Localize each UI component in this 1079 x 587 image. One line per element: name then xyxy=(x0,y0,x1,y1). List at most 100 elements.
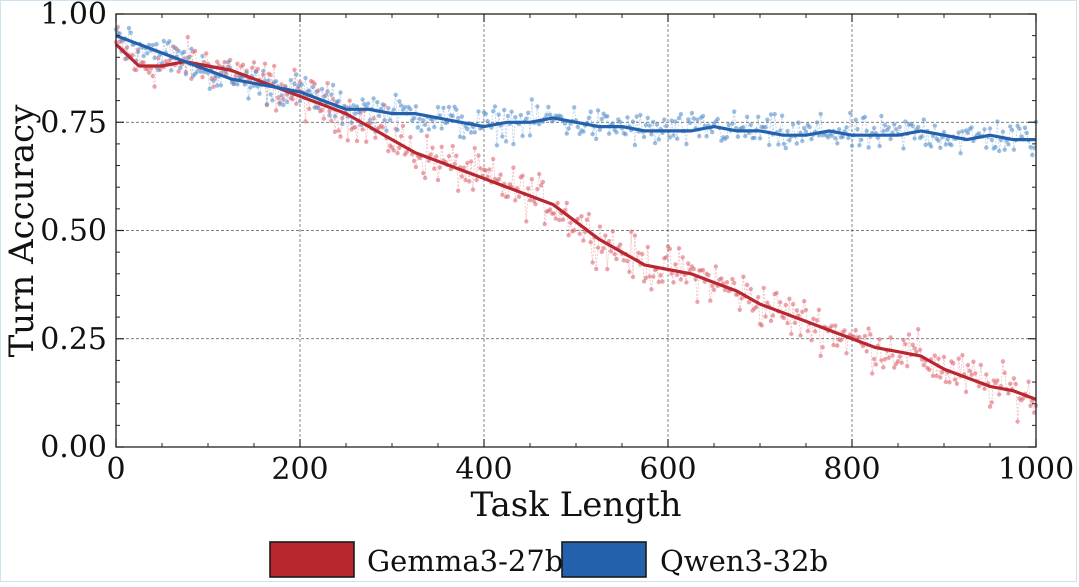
raw-point xyxy=(949,143,953,147)
raw-point xyxy=(467,179,471,183)
raw-point xyxy=(473,146,477,150)
raw-point xyxy=(268,92,272,96)
raw-point xyxy=(769,319,773,323)
raw-point xyxy=(200,54,204,58)
raw-point xyxy=(546,105,550,109)
raw-point xyxy=(600,117,604,121)
raw-point xyxy=(668,247,672,251)
raw-point xyxy=(541,180,545,184)
raw-point xyxy=(842,328,846,332)
raw-point xyxy=(465,127,469,131)
y-tick-label: 1.00 xyxy=(40,1,107,32)
raw-point xyxy=(274,108,278,112)
raw-point xyxy=(381,102,385,106)
raw-point xyxy=(373,136,377,140)
raw-point xyxy=(603,233,607,237)
raw-point xyxy=(854,118,858,122)
raw-point xyxy=(250,66,254,70)
raw-point xyxy=(493,104,497,108)
raw-point xyxy=(658,273,662,277)
raw-point xyxy=(419,129,423,133)
raw-point xyxy=(787,297,791,301)
raw-point xyxy=(152,85,156,89)
raw-point xyxy=(1023,126,1027,130)
legend-swatch xyxy=(562,542,646,577)
raw-point xyxy=(292,82,296,86)
raw-point xyxy=(1008,382,1012,386)
raw-point xyxy=(898,354,902,358)
raw-point xyxy=(386,106,390,110)
raw-point xyxy=(855,127,859,131)
raw-point xyxy=(640,252,644,256)
raw-point xyxy=(865,349,869,353)
raw-point xyxy=(749,287,753,291)
raw-point xyxy=(572,105,576,109)
raw-point xyxy=(566,233,570,237)
raw-point xyxy=(815,318,819,322)
raw-point xyxy=(392,108,396,112)
raw-point xyxy=(333,114,337,118)
raw-point xyxy=(646,116,650,120)
raw-point xyxy=(990,138,994,142)
raw-point xyxy=(1025,131,1029,135)
raw-point xyxy=(714,264,718,268)
raw-point xyxy=(414,104,418,108)
raw-point xyxy=(447,105,451,109)
raw-point xyxy=(903,342,907,346)
raw-point xyxy=(800,139,804,143)
raw-point xyxy=(281,97,285,101)
raw-point xyxy=(226,60,230,64)
raw-point xyxy=(476,153,480,157)
raw-point xyxy=(743,134,747,138)
raw-point xyxy=(440,145,444,149)
raw-point xyxy=(830,134,834,138)
raw-point xyxy=(638,113,642,117)
raw-point xyxy=(1006,142,1010,146)
raw-point xyxy=(995,119,999,123)
raw-point xyxy=(509,110,513,114)
raw-point xyxy=(727,123,731,127)
raw-point xyxy=(300,82,304,86)
raw-point xyxy=(436,105,440,109)
raw-point xyxy=(806,329,810,333)
raw-point xyxy=(988,126,992,130)
raw-point xyxy=(1001,130,1005,134)
raw-point xyxy=(506,114,510,118)
raw-point xyxy=(1028,404,1032,408)
raw-point xyxy=(741,125,745,129)
raw-point xyxy=(795,141,799,145)
raw-point xyxy=(414,165,418,169)
raw-point xyxy=(290,97,294,101)
raw-point xyxy=(1030,153,1034,157)
raw-point xyxy=(576,125,580,129)
raw-point xyxy=(1015,419,1019,423)
raw-points-qwen3-32b xyxy=(114,26,1038,157)
raw-point xyxy=(609,249,613,253)
raw-point xyxy=(272,64,276,68)
raw-point xyxy=(912,136,916,140)
raw-point xyxy=(320,87,324,91)
raw-point xyxy=(454,154,458,158)
raw-point xyxy=(136,50,140,54)
raw-point xyxy=(382,118,386,122)
raw-point xyxy=(500,193,504,197)
raw-point xyxy=(990,400,994,404)
raw-point xyxy=(377,114,381,118)
raw-point xyxy=(154,42,158,46)
raw-point xyxy=(784,146,788,150)
raw-point xyxy=(565,131,569,135)
raw-point xyxy=(331,97,335,101)
raw-point xyxy=(590,132,594,136)
raw-point xyxy=(736,135,740,139)
raw-point xyxy=(660,279,664,283)
raw-point xyxy=(456,189,460,193)
raw-point xyxy=(279,94,283,98)
raw-point xyxy=(653,141,657,145)
raw-point xyxy=(325,89,329,93)
raw-point xyxy=(451,144,455,148)
raw-point xyxy=(612,252,616,256)
raw-point xyxy=(200,75,204,79)
raw-point xyxy=(795,308,799,312)
raw-point xyxy=(633,143,637,147)
